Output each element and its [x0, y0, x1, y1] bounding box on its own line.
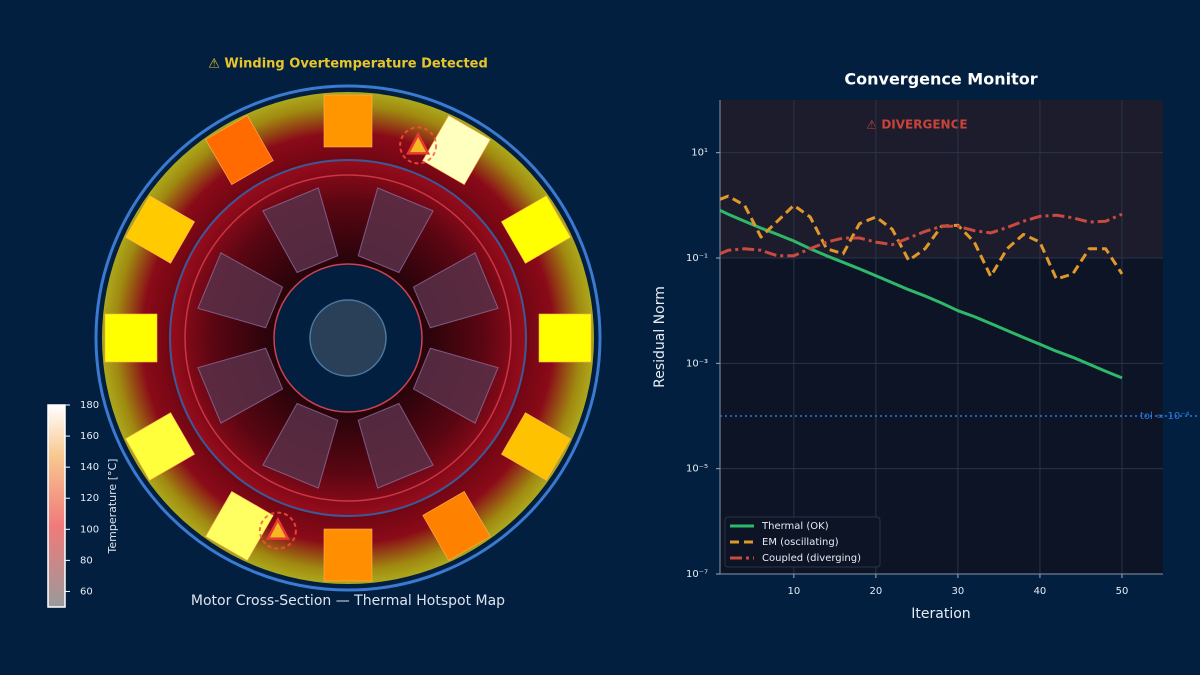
legend-label: EM (oscillating): [762, 537, 839, 548]
stator-slot: [323, 94, 373, 148]
stator-slot: [205, 491, 274, 561]
x-tick-label: 50: [1116, 586, 1129, 597]
motor-title: ⚠ Winding Overtemperature Detected: [208, 57, 488, 72]
hotspot-ring: [258, 511, 297, 550]
shaft: [309, 299, 387, 377]
stator-slot: [125, 412, 195, 481]
stator-slot: [104, 313, 158, 363]
legend: [724, 516, 881, 568]
colorbar-tick-label: 140: [80, 462, 99, 473]
hotspot-marker: [406, 131, 431, 155]
magnet: [262, 187, 339, 274]
y-tick-label: 10⁻⁷: [686, 569, 708, 580]
stator-slot: [422, 115, 491, 185]
chart-title: Convergence Monitor: [844, 70, 1037, 89]
magnet: [197, 252, 284, 329]
colorbar-tick-label: 80: [80, 555, 93, 566]
airgap-ring: [184, 174, 512, 502]
x-tick-label: 30: [952, 586, 965, 597]
stator-slot: [323, 528, 373, 582]
colorbar: [47, 404, 66, 608]
y-tick-label: 10¹: [691, 148, 708, 159]
series-line: [719, 209, 1123, 380]
motor-caption: Motor Cross-Section — Thermal Hotspot Ma…: [191, 593, 505, 609]
housing: [94, 84, 602, 592]
magnet: [357, 402, 434, 489]
stator-slot: [125, 195, 195, 264]
x-tick-label: 20: [870, 586, 883, 597]
colorbar-tick-label: 100: [80, 524, 99, 535]
colorbar-tick-label: 180: [80, 400, 99, 411]
magnet: [412, 252, 499, 329]
legend-label: Coupled (diverging): [762, 553, 861, 564]
stator-slot: [501, 195, 571, 264]
stator-slot: [422, 491, 491, 561]
tolerance-label: tol = 10⁻⁴: [1140, 411, 1190, 422]
y-tick-label: 10⁻¹: [686, 253, 708, 264]
stator-slot: [538, 313, 592, 363]
magnet: [357, 187, 434, 274]
colorbar-tick-label: 120: [80, 493, 99, 504]
y-axis-label: Residual Norm: [652, 286, 668, 388]
motor: [94, 84, 602, 592]
x-tick-label: 10: [787, 586, 800, 597]
y-tick-label: 10⁻³: [686, 358, 708, 369]
x-axis-label: Iteration: [911, 606, 970, 622]
series-line: [719, 194, 1124, 281]
magnet: [197, 347, 284, 424]
y-tick-label: 10⁻⁵: [686, 464, 708, 475]
series-line: [719, 212, 1123, 258]
colorbar-label: Temperature [°C]: [106, 459, 119, 555]
stator-slot: [205, 115, 274, 185]
legend-label: Thermal (OK): [761, 521, 829, 532]
colorbar-tick-label: 60: [80, 586, 93, 597]
divergence-label: ⚠ DIVERGENCE: [866, 118, 967, 132]
x-tick-label: 40: [1034, 586, 1047, 597]
stator-slot: [501, 412, 571, 481]
hotspot-marker: [265, 516, 290, 540]
colorbar-tick-label: 160: [80, 431, 99, 442]
hotspot-ring: [399, 126, 438, 165]
magnet: [412, 347, 499, 424]
magnet: [262, 402, 339, 489]
